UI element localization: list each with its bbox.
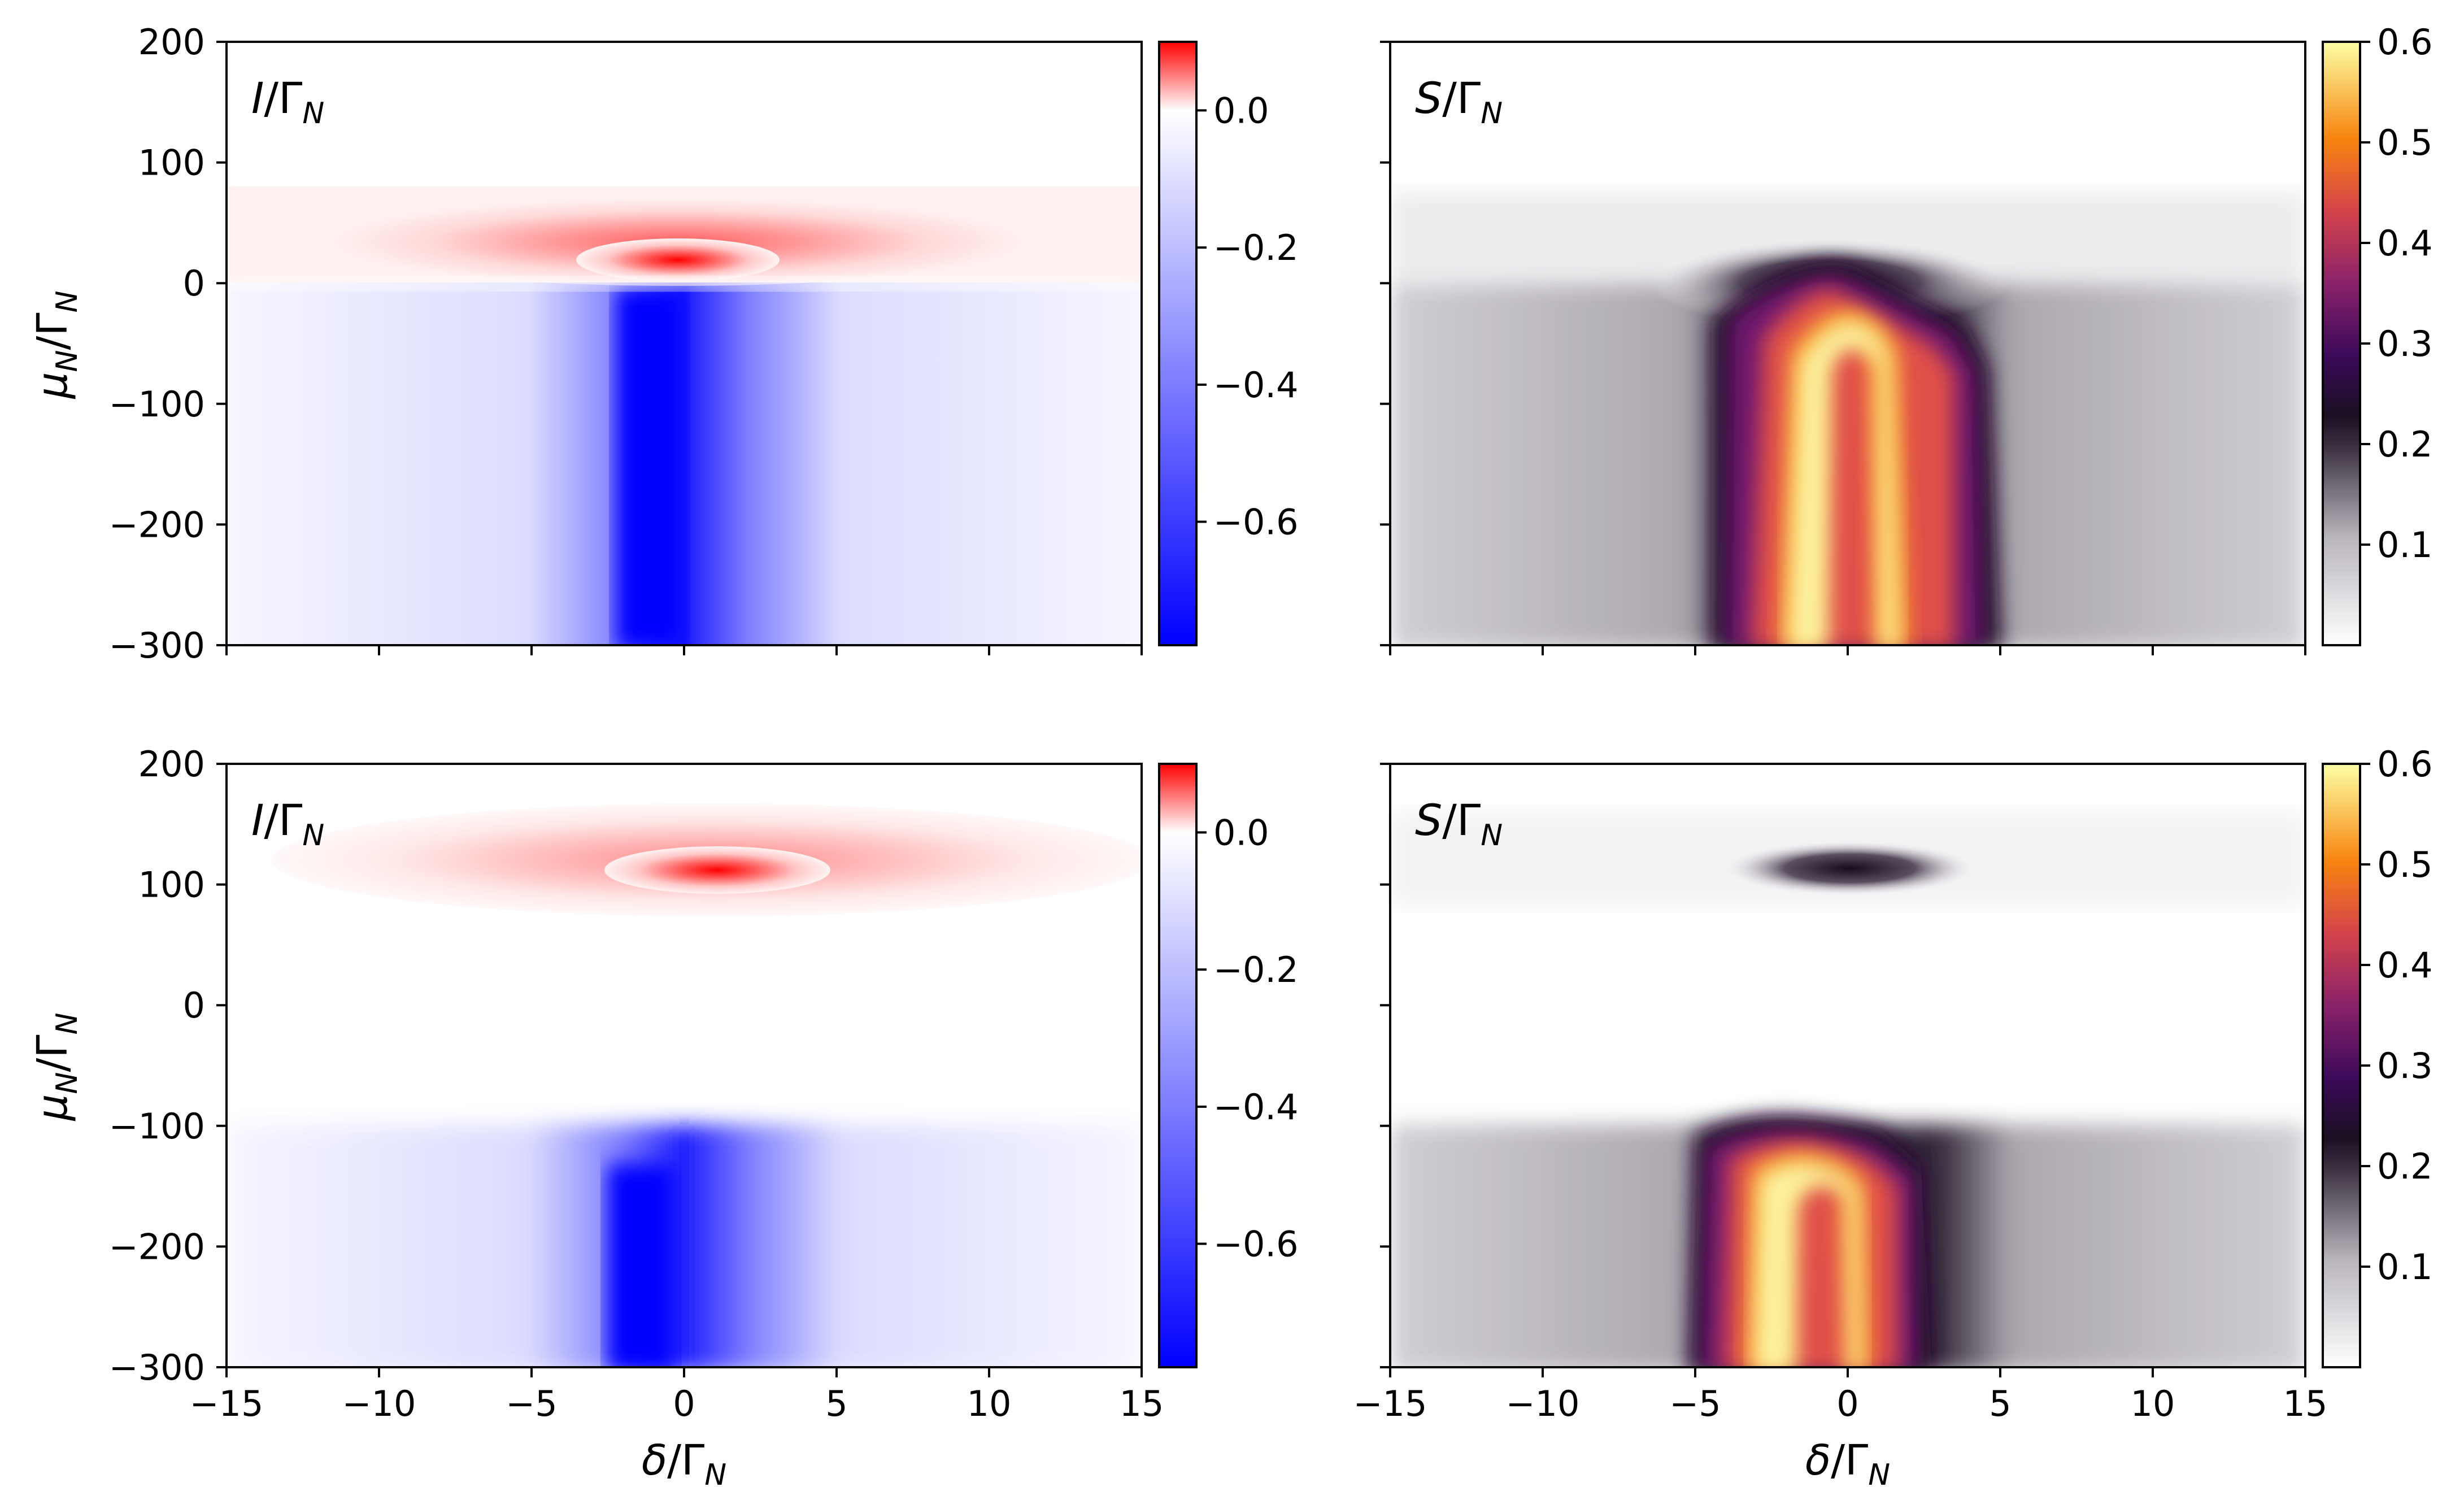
panel-top-left: 200 100 0 −100 −200 −300 I/ΓN μN/ΓN 0.0 −0.2 −0… [28, 21, 1299, 666]
colorbar-frame [1158, 41, 1198, 646]
y-tick-label: −200 [109, 1226, 205, 1267]
y-tick-label: 100 [138, 142, 205, 184]
colorbar-tick-label: −0.2 [1213, 227, 1299, 268]
x-tick-label: 5 [1989, 1383, 2011, 1424]
colorbar-tick-label: −0.6 [1213, 1224, 1299, 1265]
colorbar-tick-label: 0.6 [2377, 744, 2433, 785]
axes-ticks-bottom-right: −15 −10 −5 0 5 10 15 [1353, 763, 2328, 1424]
panel-annotation: I/ΓN [251, 795, 324, 853]
x-tick-label: 5 [825, 1383, 847, 1424]
colorbar-tick-label: 0.4 [2377, 223, 2433, 264]
x-tick-label: 15 [2283, 1383, 2328, 1424]
colorbar [2323, 42, 2360, 645]
x-tick-label: 0 [1836, 1383, 1858, 1424]
heatmap-image-bottom-right [1390, 764, 2305, 1367]
colorbar-ticks-bottom-right: 0.6 0.5 0.4 0.3 0.2 0.1 [2360, 744, 2433, 1288]
colorbar-ticks-top-left: 0.0 −0.2 −0.4 −0.6 [1196, 90, 1299, 543]
colorbar-tick-label: 0.0 [1213, 90, 1269, 131]
colorbar-tick-label: −0.2 [1213, 949, 1299, 990]
colorbar [1159, 764, 1196, 1367]
y-tick-label: −100 [109, 1106, 205, 1147]
colorbar-tick-label: 0.5 [2377, 122, 2433, 163]
x-tick-label: 10 [2131, 1383, 2175, 1424]
panel-bottom-left: −15 −10 −5 0 5 10 15 200 100 0 −100 −200 −300 I/ΓN μ… [28, 744, 1299, 1487]
y-tick-label: −100 [109, 384, 205, 425]
heatmap-image-top-right [1390, 42, 2305, 645]
colorbar-tick-label: 0.2 [2377, 1146, 2433, 1187]
x-tick-label: −10 [1506, 1383, 1580, 1424]
y-tick-label: −200 [109, 504, 205, 545]
x-axis-label: δ/ΓN [1805, 1436, 1890, 1487]
panel-top-right: S/ΓN 0.6 0.5 0.4 0.3 0.2 0.1 [1380, 21, 2433, 655]
y-tick-label: 200 [138, 744, 205, 785]
colorbar-tick-label: 0.3 [2377, 1045, 2433, 1086]
x-tick-label: 0 [673, 1383, 695, 1424]
colorbar-tick-label: 0.1 [2377, 524, 2433, 566]
x-tick-label: −5 [1669, 1383, 1721, 1424]
axes-ticks-top-right [1380, 41, 2306, 655]
panel-bottom-right: −15 −10 −5 0 5 10 15 S/ΓN δ/ΓN 0.6 0.5 0.4 0.3 0.2… [1353, 744, 2433, 1487]
heatmap-image-bottom-left [227, 764, 1142, 1367]
panel-annotation: I/ΓN [251, 73, 324, 131]
y-tick-label: −300 [109, 1347, 205, 1388]
y-axis-label: μN/ΓN [28, 1012, 84, 1121]
panel-annotation: S/ΓN [1415, 73, 1503, 131]
y-tick-label: 200 [138, 21, 205, 63]
panel-annotation: S/ΓN [1415, 795, 1503, 853]
colorbar [2323, 764, 2360, 1367]
colorbar-ticks-bottom-left: 0.0 −0.2 −0.4 −0.6 [1196, 812, 1299, 1265]
x-axis-label: δ/ΓN [642, 1436, 726, 1487]
colorbar-tick-label: 0.6 [2377, 21, 2433, 63]
colorbar-tick-label: 0.2 [2377, 424, 2433, 465]
x-tick-label: −15 [190, 1383, 264, 1424]
x-tick-label: −5 [506, 1383, 557, 1424]
colorbar-tick-label: 0.5 [2377, 844, 2433, 885]
heatmap-image-top-left [227, 42, 1142, 645]
colorbar-tick-label: −0.4 [1213, 364, 1299, 406]
colorbar-tick-label: 0.1 [2377, 1246, 2433, 1288]
y-tick-label: −300 [109, 625, 205, 666]
colorbar [1159, 42, 1196, 645]
colorbar-tick-label: −0.6 [1213, 502, 1299, 543]
x-tick-label: −15 [1353, 1383, 1427, 1424]
y-axis-label: μN/ΓN [28, 290, 84, 399]
colorbar-tick-label: 0.3 [2377, 323, 2433, 364]
colorbar-ticks-top-right: 0.6 0.5 0.4 0.3 0.2 0.1 [2360, 21, 2433, 566]
y-tick-label: 0 [183, 263, 205, 304]
colorbar-tick-label: 0.0 [1213, 812, 1269, 853]
colorbar-tick-label: 0.4 [2377, 945, 2433, 986]
y-tick-label: 0 [183, 985, 205, 1026]
x-tick-label: 15 [1120, 1383, 1164, 1424]
x-tick-label: 10 [967, 1383, 1012, 1424]
axes-ticks-bottom-left: −15 −10 −5 0 5 10 15 200 100 0 −100 −200 −300 [109, 744, 1164, 1424]
colorbar-tick-label: −0.4 [1213, 1086, 1299, 1128]
y-tick-label: 100 [138, 864, 205, 906]
axes-ticks-top-left: 200 100 0 −100 −200 −300 [109, 21, 1143, 666]
colorbar-frame [1158, 763, 1198, 1368]
x-tick-label: −10 [342, 1383, 416, 1424]
